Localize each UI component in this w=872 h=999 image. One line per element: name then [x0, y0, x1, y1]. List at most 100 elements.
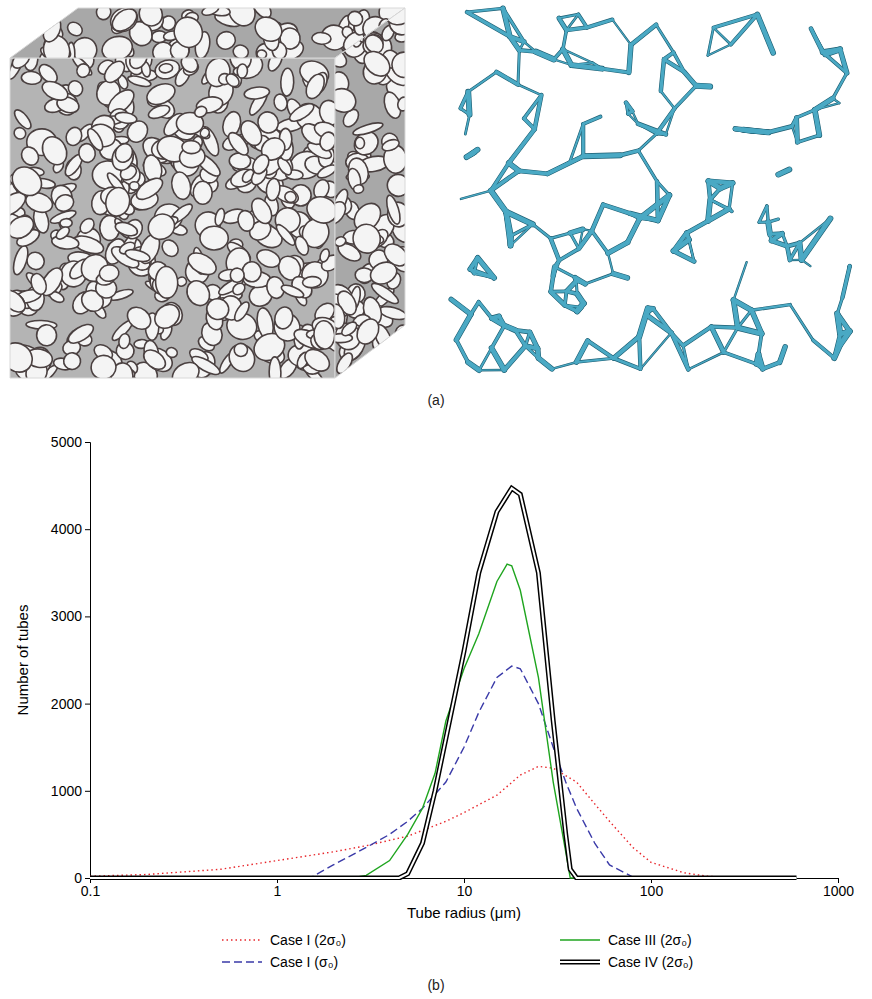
throat-outline	[787, 246, 790, 260]
throat	[518, 50, 519, 84]
grain	[353, 184, 365, 195]
legend-swatch	[222, 961, 262, 962]
grain	[231, 281, 248, 297]
throat-outline	[778, 170, 789, 175]
throat	[646, 308, 647, 315]
throat-outline	[613, 274, 627, 278]
throat-outline	[479, 348, 491, 370]
grain	[182, 140, 201, 154]
throat	[585, 274, 613, 284]
throat-outline	[536, 52, 554, 60]
grain	[6, 161, 47, 201]
grain	[135, 0, 167, 30]
grain	[123, 303, 155, 334]
throat-outline	[629, 45, 631, 73]
series-line	[90, 666, 797, 878]
grain	[127, 74, 152, 89]
grain	[272, 93, 288, 112]
throat	[570, 233, 579, 249]
throat	[638, 134, 656, 151]
throat	[461, 191, 491, 199]
throat	[576, 281, 585, 284]
throat	[547, 156, 583, 174]
throat-outline	[797, 110, 815, 118]
throat-outline	[710, 200, 729, 209]
throat-outline	[497, 72, 518, 85]
pore-space	[10, 58, 335, 378]
throat-outline	[492, 326, 505, 349]
throat	[559, 14, 579, 18]
series-line	[90, 488, 797, 878]
throat-outline	[559, 249, 579, 261]
throat-outline	[570, 229, 583, 233]
throat	[467, 8, 503, 12]
throat	[767, 206, 768, 222]
grain	[101, 58, 129, 87]
throat	[533, 224, 551, 238]
grain	[103, 185, 132, 218]
throat-outline	[551, 276, 553, 292]
grain	[280, 283, 305, 300]
throat	[708, 45, 731, 56]
grain	[114, 220, 139, 238]
throat	[467, 150, 478, 157]
throat-outline	[780, 347, 785, 363]
grain	[168, 358, 203, 391]
grain	[140, 346, 169, 373]
throat-outline	[724, 328, 738, 353]
throat-outline	[646, 308, 647, 315]
grain	[367, 345, 390, 369]
grain	[393, 323, 411, 343]
throat-outline	[683, 327, 711, 346]
y-tick: 2000	[51, 696, 90, 712]
throat	[626, 103, 632, 112]
throat-outline	[468, 362, 479, 370]
throat	[492, 326, 505, 349]
throat-outline	[567, 281, 577, 291]
grain	[272, 305, 295, 331]
throat-outline	[661, 59, 664, 91]
throat-outline	[468, 92, 469, 115]
throat-outline	[729, 183, 733, 209]
throat-outline	[614, 336, 640, 358]
throat	[738, 310, 752, 328]
grain	[150, 300, 184, 333]
grain	[108, 4, 141, 35]
grain	[232, 300, 252, 323]
throat	[525, 332, 529, 346]
grain	[378, 304, 408, 322]
throat-outline	[834, 334, 840, 358]
grain	[14, 21, 34, 40]
y-tick: 1000	[51, 783, 90, 799]
grain	[339, 319, 359, 338]
throat-outline	[491, 163, 509, 190]
throat	[497, 72, 518, 85]
throat	[577, 294, 584, 304]
x-tick: 0.1	[81, 878, 101, 899]
throat	[530, 332, 538, 348]
grain	[328, 303, 347, 330]
grain	[90, 354, 117, 380]
throat	[510, 37, 519, 51]
throat-outline	[612, 20, 631, 45]
throat	[842, 266, 849, 297]
throat-outline	[639, 336, 640, 368]
throat	[468, 72, 496, 92]
x-tick-label: 1	[274, 883, 282, 899]
x-tick: 100	[640, 878, 664, 899]
throat	[815, 103, 840, 110]
throat	[519, 171, 548, 174]
grain	[237, 64, 248, 79]
grain	[351, 222, 383, 256]
throat	[524, 118, 535, 129]
throat	[468, 92, 469, 115]
grain	[170, 14, 206, 52]
throat	[729, 183, 733, 209]
throat	[491, 191, 506, 212]
throat	[581, 303, 584, 307]
throat	[519, 50, 535, 51]
throat-outline	[671, 333, 688, 370]
throat-outline	[577, 294, 584, 304]
throat-outline	[471, 150, 477, 155]
throat	[639, 336, 640, 368]
